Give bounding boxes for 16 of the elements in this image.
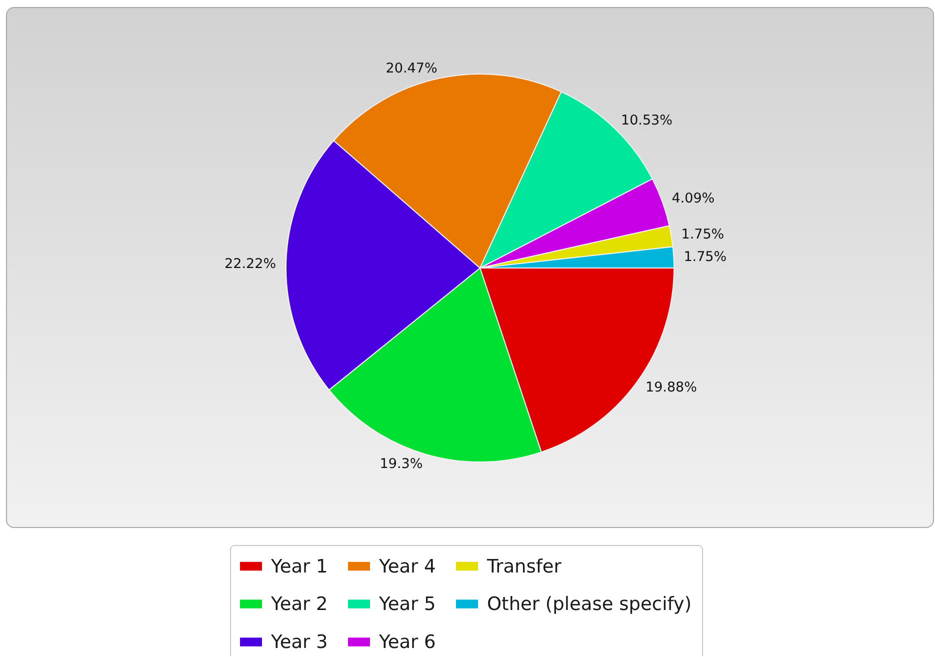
legend-label: Year 6 (378, 632, 436, 653)
data-label: 19.3% (380, 456, 423, 472)
legend-label: Year 5 (378, 594, 436, 615)
data-label: 19.88% (645, 379, 698, 396)
legend-label: Year 4 (378, 556, 436, 578)
data-label: 10.53% (620, 112, 673, 129)
legend-label: Other (please specify) (487, 594, 692, 615)
data-label: 1.75% (681, 226, 724, 243)
legend-label: Year 2 (270, 594, 328, 615)
legend-label: Year 3 (270, 632, 328, 653)
data-label: 20.47% (386, 60, 438, 77)
data-label: 22.22% (224, 256, 276, 272)
data-label: 1.75% (684, 248, 727, 265)
legend-label: Year 1 (270, 556, 328, 578)
data-label: 4.09% (672, 190, 715, 206)
legend-label: Transfer (486, 556, 562, 578)
